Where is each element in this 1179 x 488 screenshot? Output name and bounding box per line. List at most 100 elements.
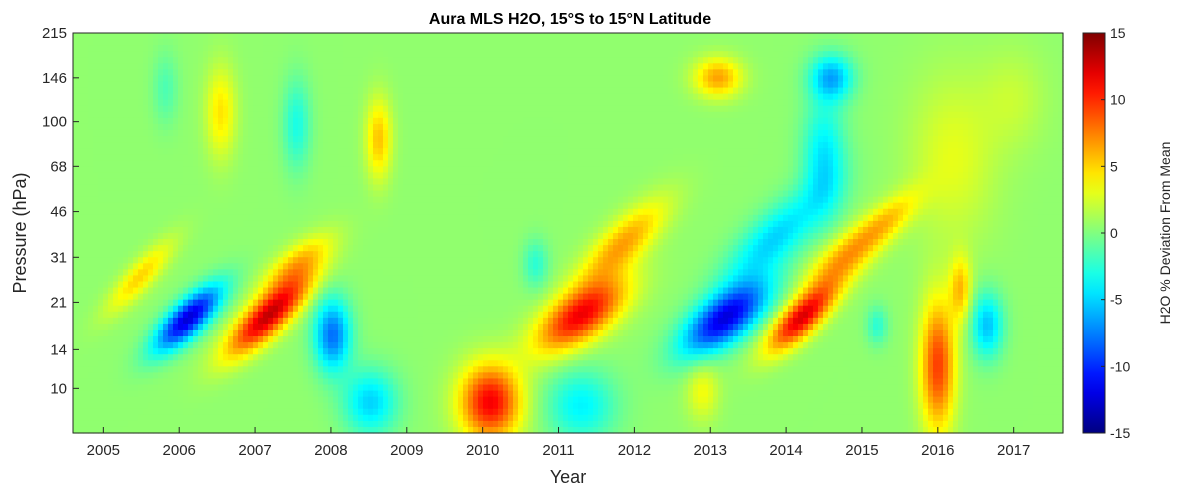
heatmap-cell xyxy=(613,69,619,77)
heatmap-cell xyxy=(598,39,604,46)
heatmap-cell xyxy=(728,148,734,155)
heatmap-cell xyxy=(443,57,449,64)
heatmap-cell xyxy=(573,123,579,131)
heatmap-cell xyxy=(428,166,434,173)
heatmap-cell xyxy=(388,51,394,58)
heatmap-cell xyxy=(898,39,904,46)
heatmap-cell xyxy=(178,105,184,113)
heatmap-cell xyxy=(538,45,544,52)
heatmap-cell xyxy=(493,81,499,89)
heatmap-cell xyxy=(243,93,249,101)
heatmap-cell xyxy=(848,63,854,70)
heatmap-cell xyxy=(378,142,384,149)
heatmap-cell xyxy=(608,129,614,137)
heatmap-cell xyxy=(173,33,179,40)
heatmap-cell xyxy=(338,81,344,89)
heatmap-cell xyxy=(493,69,499,77)
heatmap-cell xyxy=(188,45,194,52)
heatmap-cell xyxy=(533,75,539,83)
heatmap-cell xyxy=(578,148,584,155)
heatmap-cell xyxy=(1013,160,1019,167)
heatmap-cell xyxy=(568,166,574,173)
heatmap-cell xyxy=(978,178,984,186)
heatmap-cell xyxy=(683,178,689,186)
heatmap-cell xyxy=(598,142,604,149)
heatmap-cell xyxy=(1018,45,1024,52)
heatmap-cell xyxy=(768,45,774,52)
heatmap-cell xyxy=(438,178,444,186)
heatmap-cell xyxy=(73,178,79,186)
heatmap-cell xyxy=(598,105,604,113)
heatmap-cell xyxy=(548,69,554,77)
heatmap-cell xyxy=(393,81,399,89)
heatmap-cell xyxy=(273,63,279,70)
heatmap-cell xyxy=(438,148,444,155)
heatmap-cell xyxy=(93,160,99,167)
heatmap-cell xyxy=(1053,178,1059,186)
heatmap-cell xyxy=(578,51,584,58)
heatmap-cell xyxy=(533,123,539,131)
heatmap-cell xyxy=(553,69,559,77)
heatmap-cell xyxy=(113,87,119,95)
heatmap-cell xyxy=(148,93,154,101)
heatmap-cell xyxy=(218,45,224,52)
heatmap-cell xyxy=(793,166,799,173)
heatmap-cell xyxy=(648,166,654,173)
heatmap-cell xyxy=(378,81,384,89)
heatmap-cell xyxy=(123,51,129,58)
heatmap-cell xyxy=(1043,63,1049,70)
heatmap-cell xyxy=(728,178,734,186)
heatmap-cell xyxy=(1018,87,1024,95)
heatmap-cell xyxy=(1013,33,1019,40)
heatmap-cell xyxy=(183,87,189,95)
heatmap-cell xyxy=(763,57,769,64)
heatmap-cell xyxy=(183,105,189,113)
heatmap-cell xyxy=(233,136,239,143)
heatmap-cell xyxy=(158,117,164,125)
heatmap-cell xyxy=(408,57,414,64)
heatmap-cell xyxy=(603,178,609,186)
heatmap-cell xyxy=(788,148,794,155)
heatmap-cell xyxy=(428,87,434,95)
heatmap-cell xyxy=(613,51,619,58)
heatmap-cell xyxy=(538,99,544,107)
heatmap-cell xyxy=(733,172,739,180)
heatmap-cell xyxy=(488,154,494,161)
heatmap-cell xyxy=(83,51,89,58)
heatmap-cell xyxy=(643,75,649,83)
heatmap-cell xyxy=(128,160,134,167)
heatmap-cell xyxy=(588,87,594,95)
heatmap-cell xyxy=(748,129,754,137)
heatmap-cell xyxy=(353,172,359,180)
heatmap-cell xyxy=(458,142,464,149)
heatmap-cell xyxy=(843,154,849,161)
heatmap-cell xyxy=(933,93,939,101)
heatmap-cell xyxy=(213,117,219,125)
heatmap-cell xyxy=(838,75,844,83)
heatmap-cell xyxy=(693,69,699,77)
heatmap-cell xyxy=(493,154,499,161)
heatmap-cell xyxy=(163,123,169,131)
heatmap-cell xyxy=(663,45,669,52)
heatmap-cell xyxy=(213,184,219,192)
heatmap-cell xyxy=(268,154,274,161)
heatmap-cell xyxy=(563,123,569,131)
heatmap-cell xyxy=(338,123,344,131)
heatmap-cell xyxy=(533,45,539,52)
heatmap-cell xyxy=(438,63,444,70)
heatmap-cell xyxy=(533,105,539,113)
heatmap-cell xyxy=(778,178,784,186)
heatmap-cell xyxy=(73,57,79,64)
heatmap-cell xyxy=(158,148,164,155)
heatmap-cell xyxy=(893,136,899,143)
heatmap-cell xyxy=(218,57,224,64)
heatmap-cell xyxy=(1058,111,1064,119)
heatmap-cell xyxy=(723,69,729,77)
heatmap-cell xyxy=(408,154,414,161)
heatmap-cell xyxy=(818,93,824,101)
heatmap-cell xyxy=(503,81,509,89)
heatmap-cell xyxy=(773,111,779,119)
heatmap-cell xyxy=(633,117,639,125)
heatmap-cell xyxy=(338,33,344,40)
heatmap-cell xyxy=(88,160,94,167)
